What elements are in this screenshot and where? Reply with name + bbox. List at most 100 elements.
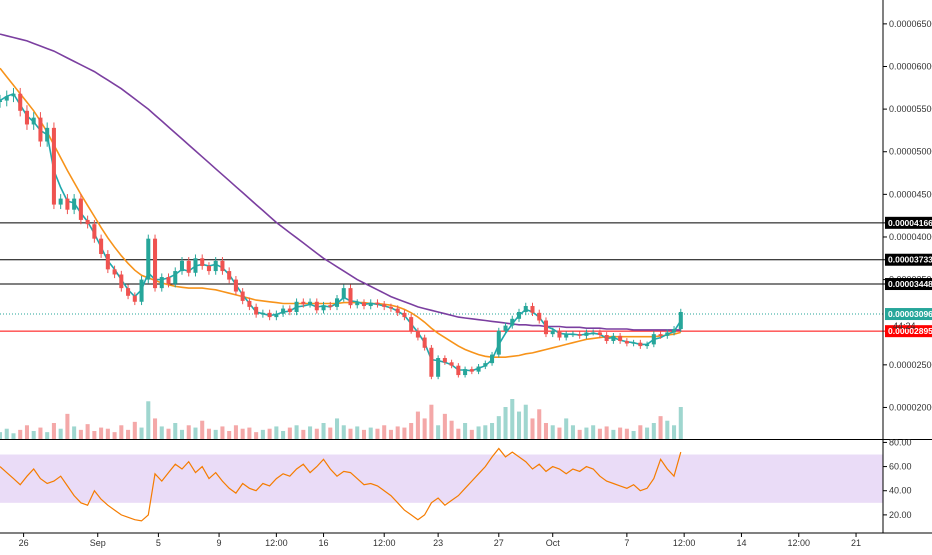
candle-body bbox=[153, 238, 158, 289]
candle-body bbox=[523, 306, 528, 312]
volume-bar bbox=[72, 426, 77, 439]
candle-body bbox=[51, 127, 56, 205]
time-axis[interactable]: 26 Sep 5 9 12:00 16 12:00 23 27 Oct 7 12:00 14 12:00 2… bbox=[19, 533, 861, 548]
volume-bar bbox=[557, 427, 562, 439]
time-tick-label[interactable]: 14 bbox=[736, 538, 746, 548]
price-tick-label: 0.00005000 bbox=[889, 147, 932, 157]
candle-body bbox=[341, 288, 346, 299]
candle-body bbox=[112, 269, 117, 275]
candle-body bbox=[388, 306, 393, 309]
volume-bar bbox=[240, 428, 245, 439]
candle-body bbox=[550, 330, 555, 335]
volume-bar bbox=[611, 429, 616, 439]
candle-body bbox=[537, 312, 542, 321]
time-tick-label[interactable]: 7 bbox=[624, 538, 629, 548]
rsi-tick-label: 20.00 bbox=[889, 510, 912, 520]
volume-bar bbox=[463, 423, 468, 439]
volume-bar bbox=[112, 432, 117, 439]
candle-body bbox=[146, 238, 151, 280]
price-tick-label: 0.00004000 bbox=[889, 232, 932, 242]
rsi-tick-label: 60.00 bbox=[889, 462, 912, 472]
time-tick-label[interactable]: 12:00 bbox=[265, 538, 288, 548]
volume-bar bbox=[651, 423, 656, 439]
volume-bar bbox=[267, 428, 272, 439]
candle-body bbox=[85, 219, 90, 225]
volume-bar bbox=[638, 425, 643, 439]
candle-body bbox=[557, 330, 562, 338]
price-tick-label: 0.00002500 bbox=[889, 360, 932, 370]
candle-body bbox=[314, 301, 319, 311]
candle-body bbox=[678, 311, 683, 330]
candle-body bbox=[254, 306, 259, 315]
candle-body bbox=[395, 308, 400, 313]
volume-bar bbox=[564, 418, 569, 439]
volume-bar bbox=[274, 426, 279, 439]
volume-bar bbox=[395, 426, 400, 439]
time-tick-label[interactable]: 12:00 bbox=[673, 538, 696, 548]
volume-bar bbox=[146, 401, 151, 439]
volume-bar bbox=[126, 429, 131, 439]
time-tick-label[interactable]: 12:00 bbox=[373, 538, 396, 548]
volume-bar bbox=[483, 425, 488, 439]
candle-body bbox=[456, 365, 461, 376]
volume-bar bbox=[105, 428, 110, 439]
candle-body bbox=[328, 305, 333, 307]
level-price-badge: 0.00003733 bbox=[888, 255, 932, 265]
volume-bar bbox=[159, 426, 164, 439]
candle-body bbox=[415, 330, 420, 338]
candle-body bbox=[200, 258, 205, 266]
candle-body bbox=[159, 277, 164, 289]
volume-bar bbox=[260, 429, 265, 439]
volume-bar bbox=[672, 425, 677, 439]
time-tick-label[interactable]: 26 bbox=[19, 538, 29, 548]
price-tick-label: 0.00006000 bbox=[889, 61, 932, 71]
candle-body bbox=[436, 358, 441, 377]
volume-bar bbox=[0, 432, 3, 439]
volume-bar bbox=[665, 420, 670, 439]
volume-bar bbox=[287, 427, 292, 439]
time-tick-label[interactable]: 12:00 bbox=[787, 538, 810, 548]
candle-body bbox=[213, 260, 218, 272]
volume-bar bbox=[220, 426, 225, 439]
candle-body bbox=[510, 318, 515, 326]
volume-bar bbox=[99, 427, 104, 439]
candle-body bbox=[651, 334, 656, 345]
volume-bar bbox=[45, 432, 50, 439]
volume-bar bbox=[321, 423, 326, 439]
rsi-axis[interactable]: 80.00 60.00 40.00 20.00 bbox=[883, 437, 912, 520]
volume-bar bbox=[429, 404, 434, 439]
candle-body bbox=[584, 332, 589, 336]
volume-bar bbox=[348, 428, 353, 439]
level-price-badge: 0.00002895 bbox=[888, 326, 932, 336]
time-tick-label[interactable]: 9 bbox=[217, 538, 222, 548]
volume-bar bbox=[213, 429, 218, 439]
time-tick-label[interactable]: 16 bbox=[319, 538, 329, 548]
candle-body bbox=[274, 313, 279, 318]
level-price-badge-box bbox=[885, 216, 932, 229]
time-tick-label[interactable]: Sep bbox=[90, 538, 106, 548]
time-tick-label[interactable]: 27 bbox=[494, 538, 504, 548]
time-tick-label[interactable]: 5 bbox=[156, 538, 161, 548]
volume-bar bbox=[24, 425, 29, 439]
candle-body bbox=[294, 301, 299, 312]
candle-body bbox=[402, 312, 407, 318]
volume-bar bbox=[85, 424, 90, 439]
volume-bar bbox=[314, 428, 319, 439]
volume-bar bbox=[415, 411, 420, 439]
volume-bar bbox=[119, 425, 124, 439]
price-tick-label: 0.00005500 bbox=[889, 104, 932, 114]
candle-body bbox=[382, 304, 387, 307]
candle-body bbox=[206, 265, 211, 272]
candle-body bbox=[672, 329, 677, 333]
time-tick-label[interactable]: 21 bbox=[851, 538, 861, 548]
time-tick-label[interactable]: 23 bbox=[433, 538, 443, 548]
volume-bar bbox=[335, 418, 340, 439]
rsi-tick-label: 80.00 bbox=[889, 437, 912, 447]
candle-body bbox=[281, 308, 286, 314]
candle-body bbox=[11, 93, 16, 97]
level-price-badge: 0.00003448 bbox=[888, 279, 932, 289]
candle-body bbox=[516, 311, 522, 319]
time-tick-label[interactable]: Oct bbox=[546, 538, 561, 548]
